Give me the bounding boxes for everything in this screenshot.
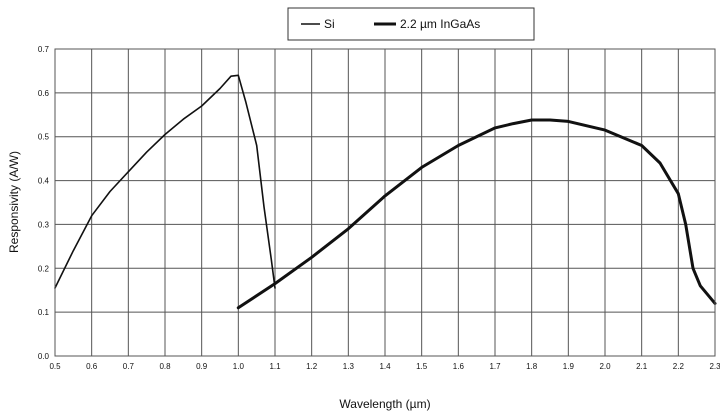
x-tick-label: 1.3 [343, 362, 355, 371]
x-tick-label: 2.2 [673, 362, 685, 371]
y-tick-label: 0.1 [38, 308, 50, 317]
y-tick-label: 0.5 [38, 133, 50, 142]
series-line-si [54, 74, 276, 289]
x-tick-label: 0.7 [123, 362, 135, 371]
y-tick-label: 0.3 [38, 220, 50, 229]
x-tick-label: 1.2 [306, 362, 318, 371]
x-tick-label: 2.3 [709, 362, 720, 371]
y-tick-label: 0.6 [38, 89, 50, 98]
legend-label-si: Si [324, 17, 335, 31]
tick-labels: 0.5 0.6 0.7 0.8 0.9 1.0 1.1 1.2 1.3 1.4 1.5 1.6 1.7 1… [38, 45, 720, 371]
series-lines [54, 74, 717, 310]
x-tick-label: 1.9 [563, 362, 575, 371]
x-tick-label: 1.6 [453, 362, 465, 371]
x-tick-label: 2.1 [636, 362, 648, 371]
x-tick-label: 1.4 [379, 362, 391, 371]
x-tick-label: 0.9 [196, 362, 208, 371]
x-tick-label: 2.0 [599, 362, 611, 371]
y-tick-label: 0.4 [38, 177, 50, 186]
x-tick-label: 1.7 [489, 362, 501, 371]
plot-frame [54, 48, 716, 357]
y-axis-title: Responsivity (A/W) [7, 151, 21, 253]
x-axis-title: Wavelength (µm) [339, 397, 430, 411]
y-tick-label: 0.2 [38, 264, 50, 273]
legend: Si 2.2 µm InGaAs [287, 7, 535, 41]
series-line-ingaas [236, 118, 717, 310]
x-tick-label: 1.1 [269, 362, 281, 371]
x-tick-label: 1.0 [233, 362, 245, 371]
x-tick-label: 0.5 [49, 362, 61, 371]
x-tick-label: 0.8 [159, 362, 171, 371]
x-tick-label: 1.8 [526, 362, 538, 371]
x-tick-label: 0.6 [86, 362, 98, 371]
legend-box [287, 7, 535, 41]
x-tick-label: 1.5 [416, 362, 428, 371]
y-tick-label: 0.0 [38, 352, 50, 361]
legend-label-ingaas: 2.2 µm InGaAs [400, 17, 480, 31]
y-tick-label: 0.7 [38, 45, 50, 54]
